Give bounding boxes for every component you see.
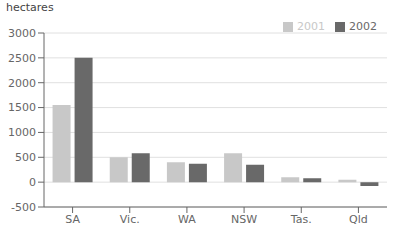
svg-text:0: 0	[29, 176, 36, 189]
svg-text:2000: 2000	[8, 77, 36, 90]
svg-text:-500: -500	[11, 201, 36, 214]
svg-text:Vic.: Vic.	[120, 213, 140, 226]
html-text:2001: 2001	[297, 20, 325, 33]
svg-text:WA: WA	[178, 213, 196, 226]
svg-text:1500: 1500	[8, 101, 36, 114]
svg-text:2500: 2500	[8, 52, 36, 65]
svg-text:Qld: Qld	[349, 213, 368, 226]
svg-text:NSW: NSW	[231, 213, 257, 226]
svg-text:500: 500	[15, 151, 36, 164]
svg-text:3000: 3000	[8, 27, 36, 40]
svg-text:1000: 1000	[8, 126, 36, 139]
svg-text:SA: SA	[65, 213, 80, 226]
svg-text:Tas.: Tas.	[290, 213, 312, 226]
html-text:hectares: hectares	[6, 1, 54, 14]
html-text:2002: 2002	[349, 20, 377, 33]
